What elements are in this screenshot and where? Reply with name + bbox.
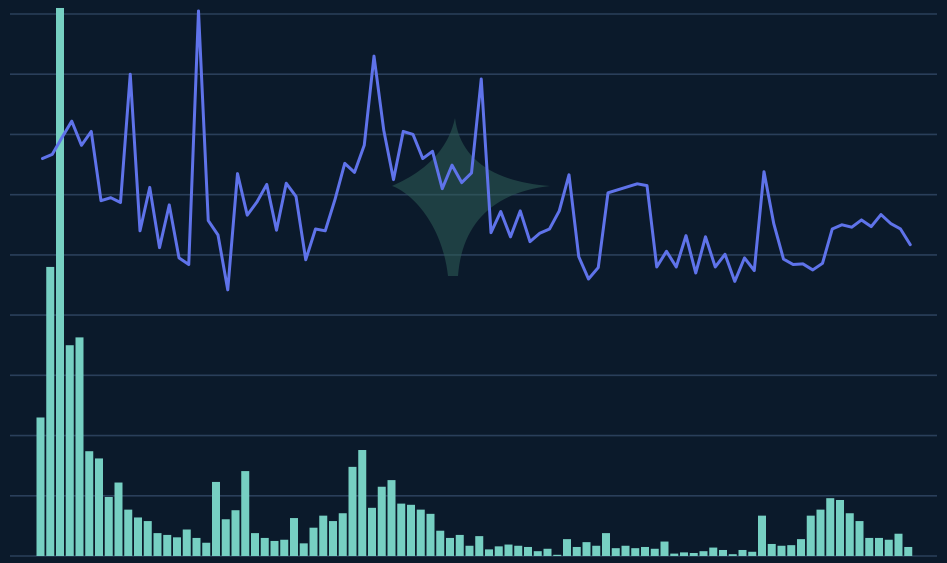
price-series <box>41 9 912 292</box>
volume-bar <box>280 539 289 556</box>
volume-bar <box>641 546 649 556</box>
volume-bar <box>95 458 103 556</box>
volume-bar <box>46 266 55 556</box>
volume-bar <box>260 537 269 556</box>
volume-bar <box>436 530 445 556</box>
volume-bar <box>134 517 142 556</box>
volume-bar <box>387 480 396 556</box>
volume-bar <box>75 337 84 556</box>
volume-bar <box>689 552 698 556</box>
volume-bar <box>748 551 757 556</box>
volume-bar <box>358 450 367 556</box>
volume-bar <box>592 545 601 556</box>
grid-lines <box>10 13 937 557</box>
volume-bar <box>553 554 562 556</box>
volume-bar <box>494 546 503 556</box>
volume-bar <box>309 527 318 556</box>
volume-bar <box>212 481 220 556</box>
volume-bar <box>173 537 181 556</box>
volume-bar <box>884 539 893 556</box>
volume-bar <box>56 7 64 557</box>
volume-bar <box>572 546 581 556</box>
volume-bar <box>797 539 805 556</box>
volume-bar <box>504 544 513 556</box>
volume-bar <box>660 541 669 556</box>
volume-bar <box>241 471 250 556</box>
volume-bar <box>904 546 913 556</box>
volume-bar <box>563 539 571 556</box>
volume-bar <box>270 540 279 556</box>
volume-bar <box>407 504 415 556</box>
volume-bar <box>182 529 191 556</box>
volume-bar <box>192 537 201 556</box>
volume-bar <box>777 545 786 556</box>
volume-bar <box>836 499 844 556</box>
volume-bar <box>348 466 357 556</box>
volume-bar <box>329 521 337 556</box>
volume-bar <box>475 536 484 556</box>
volume-bar <box>397 503 406 556</box>
volume-bar <box>621 545 630 556</box>
volume-bar <box>446 537 454 556</box>
volume-bar <box>290 518 298 556</box>
volume-bar <box>143 521 152 556</box>
volume-bar <box>455 534 464 556</box>
volume-bar <box>709 547 718 556</box>
price-line <box>41 9 912 292</box>
volume-bar <box>738 549 747 556</box>
volume-bar <box>894 533 903 556</box>
volume-bar <box>299 543 308 556</box>
volume-bar <box>36 417 45 556</box>
volume-bar <box>719 549 727 556</box>
volume-bar <box>787 545 796 556</box>
volume-bar <box>231 510 240 556</box>
volume-bar <box>524 546 532 556</box>
volume-bar <box>875 537 883 556</box>
volume-bar <box>416 509 425 556</box>
volume-bar <box>485 549 493 556</box>
volume-bar <box>114 482 123 556</box>
volume-bar <box>699 551 708 556</box>
volume-bar <box>338 513 347 556</box>
volume-bar <box>85 451 94 556</box>
volume-bar <box>163 534 172 556</box>
volume-bar <box>104 496 113 556</box>
volume-bar <box>680 552 688 556</box>
volume-bar <box>533 551 542 556</box>
volume-bar <box>611 548 620 556</box>
volume-bar <box>251 533 259 556</box>
volume-bar <box>543 548 552 556</box>
volume-bar <box>758 515 766 556</box>
volume-bar <box>153 533 162 556</box>
volume-bar <box>826 498 835 556</box>
volume-bar <box>767 543 776 556</box>
volume-bar <box>806 515 815 556</box>
volume-bar <box>816 509 825 556</box>
volume-bar <box>514 545 523 556</box>
volume-bar <box>855 521 864 556</box>
volume-bar <box>582 542 591 556</box>
watermark-logo <box>392 118 550 276</box>
volume-bar <box>650 548 659 556</box>
volume-bar <box>728 554 737 556</box>
volume-bar <box>670 553 679 556</box>
volume-bar <box>865 537 874 556</box>
volume-bar <box>602 533 610 556</box>
volume-bar <box>221 519 230 556</box>
volume-bar <box>319 515 328 556</box>
volume-bar <box>631 548 640 556</box>
volume-bar <box>202 542 211 556</box>
volume-bar <box>465 545 474 556</box>
volume-bars <box>36 7 913 557</box>
volume-bar <box>124 509 133 556</box>
volume-bar <box>845 513 854 556</box>
volume-bar <box>65 345 74 556</box>
volume-bar <box>426 513 435 556</box>
volume-bar <box>368 507 376 556</box>
volume-bar <box>377 486 386 556</box>
